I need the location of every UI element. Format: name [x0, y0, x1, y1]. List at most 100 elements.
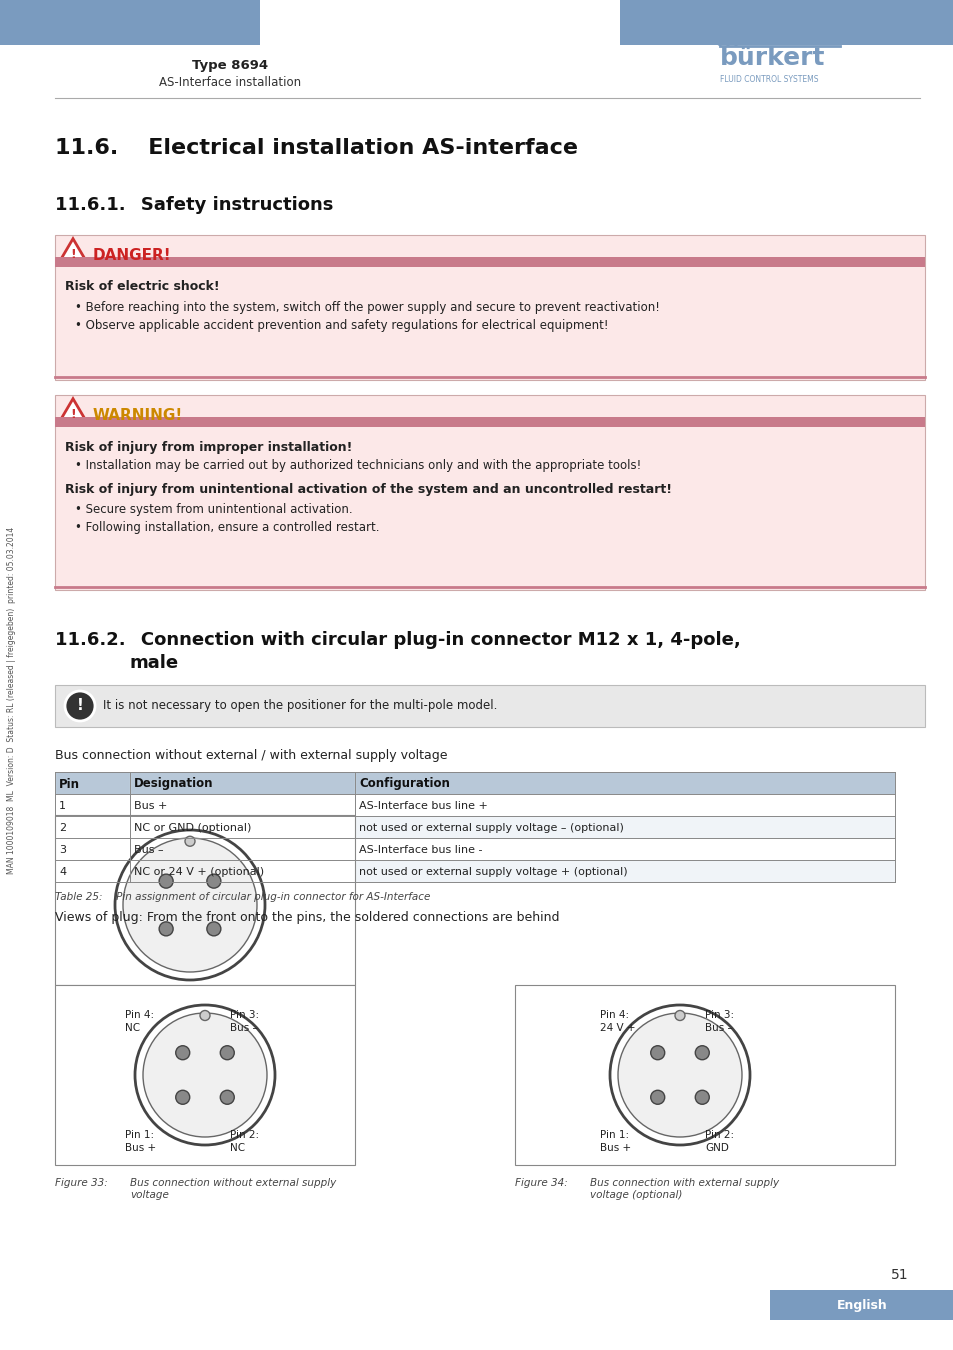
- Text: Pin 4:: Pin 4:: [125, 1010, 154, 1021]
- FancyBboxPatch shape: [55, 396, 924, 590]
- Text: Risk of electric shock!: Risk of electric shock!: [65, 281, 219, 293]
- Text: Bus +: Bus +: [599, 1143, 631, 1153]
- Circle shape: [115, 830, 265, 980]
- Text: Bus –: Bus –: [133, 845, 164, 855]
- Text: Bus –: Bus –: [704, 1023, 732, 1033]
- Text: Designation: Designation: [133, 778, 213, 791]
- Text: NC or GND (optional): NC or GND (optional): [133, 824, 251, 833]
- Text: Bus +: Bus +: [133, 801, 167, 811]
- Text: • Before reaching into the system, switch off the power supply and secure to pre: • Before reaching into the system, switc…: [75, 301, 659, 313]
- Text: !: !: [76, 698, 83, 714]
- Circle shape: [135, 1004, 274, 1145]
- FancyBboxPatch shape: [55, 417, 924, 427]
- Circle shape: [609, 1004, 749, 1145]
- FancyBboxPatch shape: [55, 986, 355, 1165]
- Circle shape: [675, 1011, 684, 1021]
- Text: It is not necessary to open the positioner for the multi-pole model.: It is not necessary to open the position…: [103, 699, 497, 713]
- Text: GND: GND: [704, 1143, 728, 1153]
- FancyBboxPatch shape: [55, 815, 894, 838]
- Circle shape: [732, 40, 739, 46]
- Circle shape: [175, 1091, 190, 1104]
- Text: Pin 1:: Pin 1:: [599, 1130, 628, 1139]
- Text: • Installation may be carried out by authorized technicians only and with the ap: • Installation may be carried out by aut…: [75, 459, 640, 471]
- Text: bürkert: bürkert: [720, 46, 824, 70]
- Circle shape: [143, 1012, 267, 1137]
- Polygon shape: [60, 398, 86, 421]
- FancyBboxPatch shape: [55, 772, 894, 794]
- Circle shape: [159, 1046, 172, 1061]
- Text: • Secure system from unintentional activation.: • Secure system from unintentional activ…: [75, 504, 353, 517]
- Text: NC or 24 V + (optional): NC or 24 V + (optional): [133, 867, 264, 878]
- Text: Type 8694: Type 8694: [192, 58, 268, 72]
- Circle shape: [207, 922, 221, 936]
- Text: 3: 3: [59, 845, 66, 855]
- Circle shape: [220, 1091, 234, 1104]
- Circle shape: [717, 40, 722, 46]
- Circle shape: [650, 1046, 664, 1060]
- Circle shape: [724, 40, 730, 46]
- Circle shape: [115, 954, 265, 1106]
- Text: Pin 3:: Pin 3:: [704, 1010, 734, 1021]
- Circle shape: [695, 1046, 708, 1060]
- Circle shape: [159, 922, 172, 936]
- Text: English: English: [836, 1299, 886, 1311]
- FancyBboxPatch shape: [0, 0, 260, 45]
- Text: MAN 1000109018  ML  Version: D  Status: RL (released | freigegeben)  printed: 05: MAN 1000109018 ML Version: D Status: RL …: [8, 526, 16, 873]
- Circle shape: [207, 999, 221, 1012]
- Text: Risk of injury from improper installation!: Risk of injury from improper installatio…: [65, 440, 352, 454]
- Text: not used or external supply voltage + (optional): not used or external supply voltage + (o…: [358, 867, 627, 878]
- Circle shape: [185, 961, 194, 971]
- Text: Pin: Pin: [59, 778, 80, 791]
- Text: 4: 4: [59, 867, 66, 878]
- FancyBboxPatch shape: [55, 794, 894, 815]
- FancyBboxPatch shape: [619, 0, 953, 45]
- Text: NC: NC: [230, 1143, 245, 1153]
- Text: Bus +: Bus +: [125, 1143, 156, 1153]
- Text: voltage: voltage: [130, 1189, 169, 1200]
- Text: Table 25:  Pin assignment of circular plug-in connector for AS-Interface: Table 25: Pin assignment of circular plu…: [55, 892, 430, 902]
- Circle shape: [65, 691, 95, 721]
- FancyBboxPatch shape: [515, 986, 894, 1165]
- Text: Pin 2:: Pin 2:: [230, 1130, 259, 1139]
- Circle shape: [185, 836, 194, 846]
- Text: voltage (optional): voltage (optional): [589, 1189, 681, 1200]
- Text: Pin 1:: Pin 1:: [125, 1130, 154, 1139]
- Circle shape: [695, 1091, 708, 1104]
- Text: Risk of injury from unintentional activation of the system and an uncontrolled r: Risk of injury from unintentional activa…: [65, 483, 671, 497]
- Text: FLUID CONTROL SYSTEMS: FLUID CONTROL SYSTEMS: [720, 76, 818, 85]
- Text: NC: NC: [125, 1023, 140, 1033]
- Text: 51: 51: [890, 1268, 908, 1282]
- FancyBboxPatch shape: [55, 838, 894, 860]
- Text: Bus –: Bus –: [230, 1023, 257, 1033]
- Text: Pin 3:: Pin 3:: [230, 1010, 259, 1021]
- Text: 11.6.1.  Safety instructions: 11.6.1. Safety instructions: [55, 196, 333, 215]
- Circle shape: [159, 999, 172, 1012]
- Text: AS-Interface installation: AS-Interface installation: [159, 76, 301, 89]
- Text: 11.6.2.  Connection with circular plug-in connector M12 x 1, 4-pole,: 11.6.2. Connection with circular plug-in…: [55, 630, 740, 649]
- Text: !: !: [71, 248, 76, 261]
- Circle shape: [207, 875, 221, 888]
- Text: AS-Interface bus line -: AS-Interface bus line -: [358, 845, 482, 855]
- Text: AS-Interface bus line +: AS-Interface bus line +: [358, 801, 487, 811]
- Text: not used or external supply voltage – (optional): not used or external supply voltage – (o…: [358, 824, 623, 833]
- Circle shape: [618, 1012, 741, 1137]
- Circle shape: [123, 838, 256, 972]
- Text: Pin 2:: Pin 2:: [704, 1130, 734, 1139]
- Text: Bus connection without external / with external supply voltage: Bus connection without external / with e…: [55, 748, 447, 761]
- Text: Pin 4:: Pin 4:: [599, 1010, 628, 1021]
- Text: Views of plug: From the front onto the pins, the soldered connections are behind: Views of plug: From the front onto the p…: [55, 910, 558, 923]
- Text: 24 V +: 24 V +: [599, 1023, 635, 1033]
- Text: !: !: [71, 408, 76, 421]
- Text: Figure 33:: Figure 33:: [55, 1179, 108, 1188]
- Text: Figure 34:: Figure 34:: [515, 1179, 567, 1188]
- Text: • Following installation, ensure a controlled restart.: • Following installation, ensure a contr…: [75, 521, 379, 535]
- Text: male: male: [130, 653, 179, 672]
- FancyBboxPatch shape: [55, 815, 355, 986]
- Text: Bus connection with external supply: Bus connection with external supply: [589, 1179, 779, 1188]
- FancyBboxPatch shape: [55, 860, 894, 882]
- Circle shape: [650, 1091, 664, 1104]
- Text: 2: 2: [59, 824, 66, 833]
- Text: • Observe applicable accident prevention and safety regulations for electrical e: • Observe applicable accident prevention…: [75, 319, 608, 332]
- Circle shape: [200, 1011, 210, 1021]
- Circle shape: [123, 963, 256, 1098]
